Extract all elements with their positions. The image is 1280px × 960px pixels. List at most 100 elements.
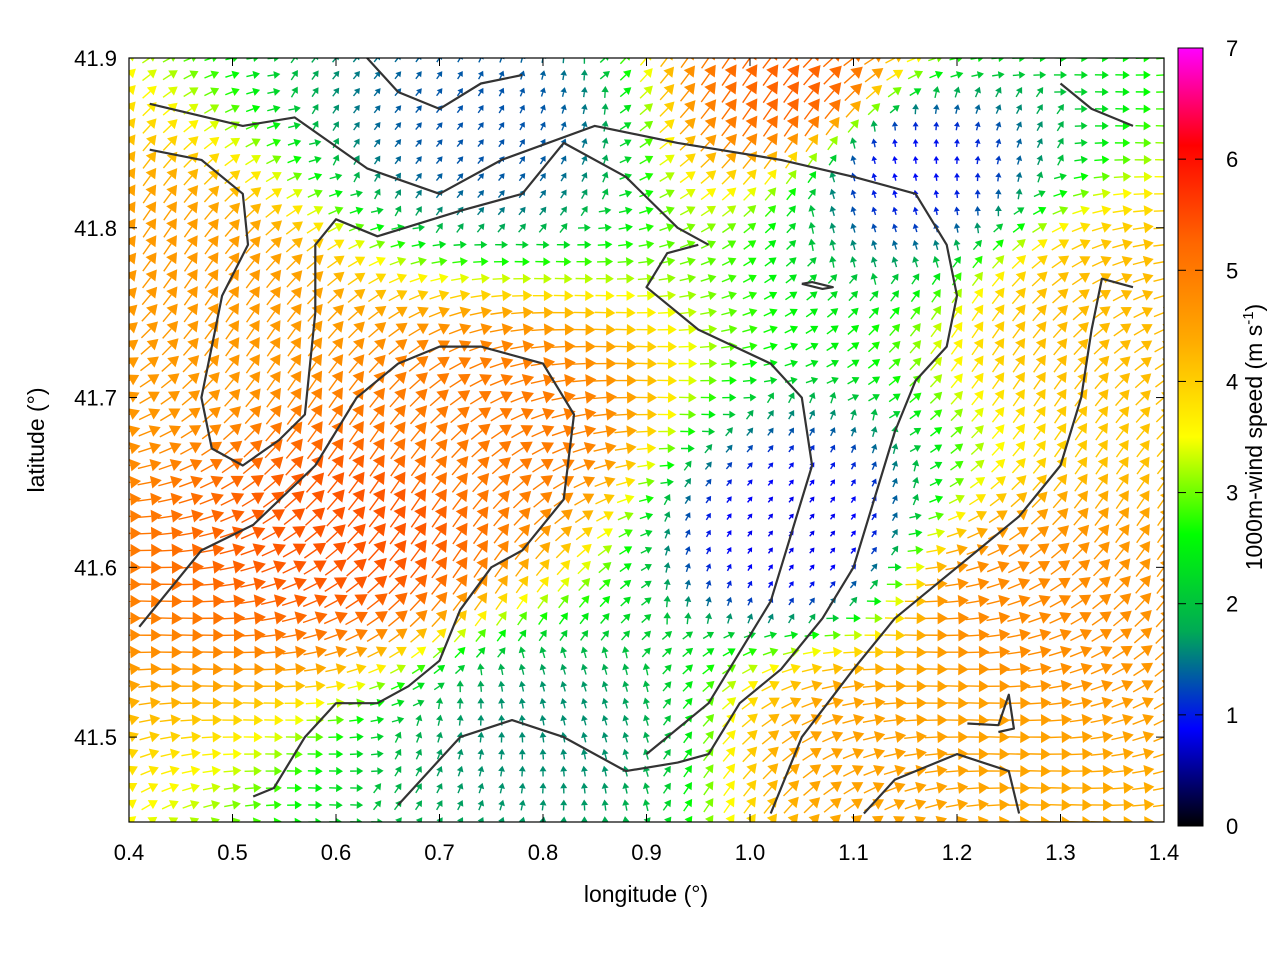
wind-arrow xyxy=(995,104,1002,114)
wind-arrow xyxy=(454,646,466,659)
wind-arrow xyxy=(347,272,366,286)
wind-arrow xyxy=(950,460,964,471)
wind-arrow xyxy=(912,223,919,233)
wind-arrow xyxy=(161,782,180,793)
wind-arrow xyxy=(394,731,402,743)
wind-arrow xyxy=(884,646,906,659)
wind-arrow xyxy=(722,746,736,762)
wind-arrow xyxy=(328,189,343,198)
wind-arrow xyxy=(784,631,799,640)
wind-arrow xyxy=(909,512,922,521)
wind-arrow xyxy=(871,155,878,165)
wind-arrow xyxy=(883,781,906,794)
wind-arrow xyxy=(925,798,948,811)
wind-arrow xyxy=(871,461,877,470)
wind-arrow xyxy=(1153,261,1164,265)
wind-arrow xyxy=(725,461,733,470)
wind-arrow xyxy=(137,509,163,523)
wind-arrow xyxy=(436,765,443,777)
wind-arrow xyxy=(410,257,427,267)
wind-arrow xyxy=(725,444,733,453)
wind-arrow xyxy=(347,256,366,268)
wind-arrow xyxy=(129,117,136,129)
wind-arrow xyxy=(367,646,388,658)
wind-arrow xyxy=(346,558,367,577)
wind-arrow xyxy=(680,65,696,85)
wind-arrow xyxy=(761,680,780,692)
wind-arrow xyxy=(745,409,754,420)
wind-arrow xyxy=(601,765,609,777)
wind-arrow xyxy=(453,628,467,643)
wind-arrow xyxy=(577,560,591,575)
wind-arrow xyxy=(162,303,178,323)
wind-arrow xyxy=(767,479,774,486)
wind-arrow xyxy=(1094,121,1109,131)
wind-arrow xyxy=(766,392,774,404)
wind-arrow xyxy=(345,628,368,642)
wind-arrow xyxy=(1132,255,1154,268)
wind-arrow xyxy=(431,574,448,595)
wind-arrow xyxy=(593,425,617,438)
wind-arrow xyxy=(129,425,141,438)
wind-arrow xyxy=(847,119,859,133)
wind-arrow xyxy=(596,511,614,522)
wind-arrow xyxy=(492,473,511,492)
wind-arrow xyxy=(1132,222,1154,234)
wind-arrow xyxy=(767,613,774,624)
wind-arrow xyxy=(369,421,385,443)
wind-arrow xyxy=(1071,239,1091,250)
wind-arrow xyxy=(822,748,843,761)
wind-arrow xyxy=(129,167,136,180)
wind-arrow xyxy=(805,308,819,318)
wind-arrow xyxy=(974,155,981,165)
wind-arrow xyxy=(764,222,777,234)
wind-arrow xyxy=(261,543,286,557)
wind-arrow xyxy=(1073,507,1089,526)
wind-arrow xyxy=(1115,87,1130,97)
wind-arrow xyxy=(539,680,547,692)
wind-arrow xyxy=(725,427,733,437)
wind-arrow xyxy=(183,252,198,272)
wind-arrow xyxy=(388,338,408,355)
wind-arrow xyxy=(762,81,779,104)
wind-arrow xyxy=(721,324,738,335)
wind-arrow xyxy=(511,425,534,439)
wind-arrow xyxy=(871,815,884,822)
wind-arrow xyxy=(930,305,942,321)
wind-arrow xyxy=(763,291,778,300)
wind-arrow xyxy=(705,546,711,555)
wind-arrow xyxy=(723,797,735,814)
wind-arrow xyxy=(822,663,844,675)
wind-arrow xyxy=(954,172,960,181)
wind-arrow xyxy=(388,574,408,595)
wind-arrow xyxy=(927,528,946,539)
wind-arrow xyxy=(847,394,860,402)
wind-arrow xyxy=(489,357,514,370)
wind-arrow xyxy=(511,441,533,456)
wind-arrow xyxy=(345,611,368,626)
wind-arrow xyxy=(477,206,485,216)
wind-arrow xyxy=(991,424,1005,440)
wind-arrow xyxy=(324,645,348,658)
wind-arrow xyxy=(862,730,886,743)
wind-arrow xyxy=(307,732,324,742)
x-tick-label: 0.9 xyxy=(631,840,662,865)
wind-arrow xyxy=(581,765,588,777)
wind-arrow xyxy=(641,647,651,658)
wind-arrow xyxy=(891,460,899,471)
wind-arrow xyxy=(518,646,526,659)
wind-arrow xyxy=(870,546,877,555)
wind-arrow xyxy=(971,355,984,373)
wind-arrow xyxy=(1008,561,1030,574)
wind-arrow xyxy=(662,698,672,709)
wind-arrow xyxy=(805,133,819,153)
wind-arrow xyxy=(415,206,422,216)
wind-arrow xyxy=(803,797,821,814)
wind-arrow xyxy=(786,187,797,201)
wind-arrow xyxy=(1152,804,1164,808)
wind-arrow xyxy=(1069,713,1093,726)
wind-arrow xyxy=(391,716,405,724)
wind-arrow xyxy=(954,815,968,822)
wind-arrow xyxy=(513,273,532,284)
wind-arrow xyxy=(972,255,983,269)
